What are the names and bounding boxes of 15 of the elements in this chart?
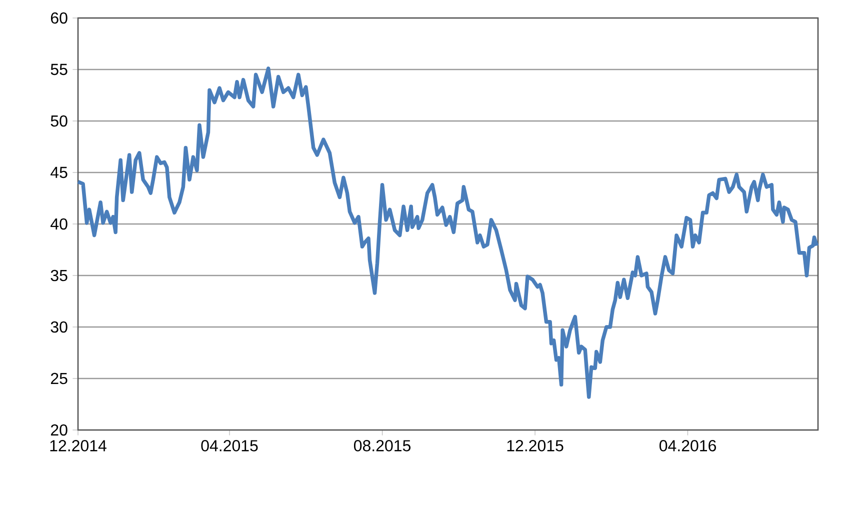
y-tick-label: 30 [50,321,68,333]
y-tick-label: 50 [50,115,68,127]
y-tick-label: 40 [50,218,68,230]
y-tick-label: 25 [50,372,68,384]
x-tick-label: 12.2015 [507,440,564,452]
y-tick-label: 55 [50,64,68,76]
x-tick-label: 04.2015 [201,440,258,452]
y-tick-label: 20 [50,424,68,436]
x-tick-label: 04.2016 [659,440,716,452]
y-tick-label: 35 [50,270,68,282]
x-tick-label: 12.2014 [50,440,106,452]
x-tick-label: 08.2015 [354,440,410,452]
y-tick-label: 60 [50,12,68,24]
line-series [76,66,819,399]
y-tick-label: 45 [50,166,68,178]
